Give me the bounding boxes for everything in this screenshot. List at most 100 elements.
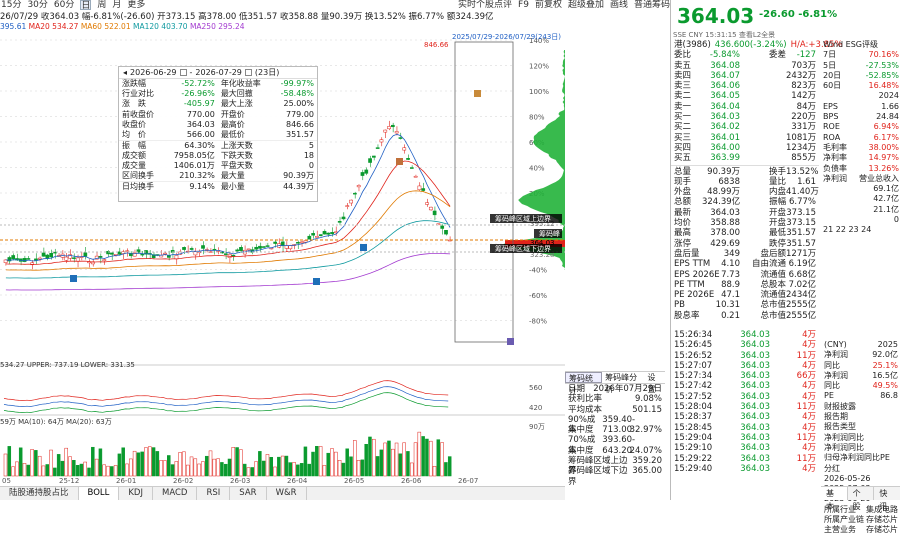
x-tick-label: 26-07	[458, 477, 478, 485]
quote-row: 卖五 364.08 703万	[671, 61, 819, 71]
indicator-tab-0[interactable]: 陆股通持股占比	[0, 487, 79, 500]
period-2[interactable]: 60分	[53, 0, 75, 10]
chip-label: 筹码峰区域上边界	[495, 214, 551, 223]
chip-tab-2[interactable]: 设置	[647, 373, 656, 394]
candle-body	[284, 245, 289, 249]
period-4[interactable]: 周	[97, 0, 107, 10]
right-tab-2[interactable]: 快讯	[874, 487, 900, 511]
toolbar-link-5[interactable]: 普通筹码	[633, 0, 670, 10]
volume-bar	[227, 458, 232, 477]
quote-cell: 流通值	[760, 269, 786, 280]
signal-marker	[507, 338, 514, 345]
quote-cell: 10.31	[715, 300, 740, 311]
indicator-tab-5[interactable]: SAR	[230, 487, 267, 500]
toolbar-link-0[interactable]: 实时个股点评	[458, 0, 513, 10]
hk-ref: 港(3986) 436.600(-3.24%) H/A:+3.85%	[671, 40, 843, 50]
candle-body	[68, 254, 72, 259]
side-key: 净利率	[823, 153, 847, 163]
side2-key: (CNY)	[824, 340, 847, 349]
ma20-line	[5, 160, 451, 265]
chip-val: 365.00	[632, 466, 662, 477]
stat-cell: 7958.05亿	[173, 151, 215, 161]
boll-lower	[3, 392, 449, 413]
chip-row: 70%成本 393.60-643.20	[565, 435, 665, 456]
side-row: 2024	[821, 91, 900, 101]
chip-tab-0[interactable]: 筹码统计	[565, 372, 603, 395]
volume-bar	[167, 455, 171, 477]
stat-cell: 351.57	[271, 129, 317, 141]
side-row: 0	[821, 215, 900, 225]
right-tab-1[interactable]: 个股	[848, 487, 875, 511]
side-row: BPS 24.84	[821, 112, 900, 122]
quote-cell: 364.07	[710, 70, 740, 81]
quote-cell: 349	[723, 248, 740, 259]
stat-cell: 年化收益率	[220, 79, 261, 89]
period-5[interactable]: 月	[112, 0, 122, 10]
period-3[interactable]: 日	[80, 0, 92, 10]
y-tick-label: 100%	[529, 88, 549, 96]
trade-time: 15:27:34	[674, 371, 713, 382]
side-key: 净利润	[823, 173, 847, 183]
volume-bar	[132, 450, 137, 477]
date-to[interactable]: 2026-07-29	[195, 68, 242, 77]
period-0[interactable]: 15分	[1, 0, 22, 10]
stat-cell: -26.96%	[181, 89, 215, 99]
chip-label: 筹码峰	[539, 229, 560, 238]
candle-body	[94, 255, 99, 260]
trade-price: 364.03	[740, 330, 770, 340]
stat-cell: 最小量	[220, 182, 245, 192]
hk-ref-item: H/A:+3.85%	[790, 40, 843, 50]
right-tab-0[interactable]: 基本	[821, 487, 848, 511]
quote-cell: 823万	[791, 81, 816, 92]
candle-body	[402, 147, 407, 151]
volume-bar	[246, 467, 251, 477]
ma60-value: 522.01	[104, 22, 131, 31]
indicator-tab-4[interactable]: RSI	[197, 487, 231, 500]
volume-bar	[356, 460, 361, 477]
candle-body	[413, 175, 418, 178]
kline-chart[interactable]: 140%120%100%80%60%40%20%0%-20%-40%-60%-8…	[0, 30, 565, 485]
indicator-tab-1[interactable]: BOLL	[78, 487, 120, 500]
trade-row: 15:26:52 364.03 11万	[671, 351, 819, 361]
quote-cell: 6.77%	[788, 197, 816, 208]
volume-bar	[242, 463, 247, 477]
quote-cell: 7.73	[721, 269, 740, 280]
trade-row: 15:28:45 364.03 4万	[671, 423, 819, 433]
toolbar-link-3[interactable]: 超级叠加	[567, 0, 604, 10]
volume-bar	[91, 446, 95, 477]
quote-cell: 351.57	[786, 238, 816, 249]
side2-row: 同比 49.5%	[821, 381, 900, 391]
quote-cell: 开盘	[768, 218, 786, 229]
quote-cell: 2432万	[786, 70, 817, 81]
volume-bar	[87, 467, 91, 477]
signal-marker	[360, 244, 367, 251]
toolbar-link-1[interactable]: F9	[518, 0, 529, 10]
quote-cell: 429.69	[710, 238, 740, 249]
volume-bar	[197, 463, 201, 477]
side-row: 负债率 13.26%	[821, 164, 900, 174]
candle-body	[49, 253, 54, 258]
toolbar-link-2[interactable]: 前复权	[534, 0, 562, 10]
chip-key: 筹码峰区域下边界	[568, 466, 628, 487]
toolbar-link-4[interactable]: 画线	[609, 0, 628, 10]
stat-cell: 25.00%	[283, 99, 314, 109]
price-label: 395.12	[530, 220, 555, 228]
side2-row: 归母净利润同比PE	[821, 453, 900, 463]
stat-cell: 5	[308, 140, 314, 150]
indicator-tab-6[interactable]: W&R	[267, 487, 307, 500]
indicator-tab-3[interactable]: MACD	[153, 487, 198, 500]
quote-cell: 2434亿	[786, 290, 817, 301]
volume-bar	[364, 444, 368, 477]
side2-row: PE 86.8	[821, 391, 900, 401]
side2-val	[848, 412, 898, 422]
indicator-tab-2[interactable]: KDJ	[119, 487, 153, 500]
period-1[interactable]: 30分	[27, 0, 48, 10]
volume-bar	[155, 451, 160, 477]
chip-tab-1[interactable]: 筹码峰分析	[605, 373, 638, 394]
quote-cell: 364.02	[710, 122, 740, 133]
candle-body	[140, 253, 145, 256]
period-6[interactable]: 更多	[127, 0, 146, 10]
date-from[interactable]: 2026-06-29	[130, 68, 177, 77]
chip-val: 393.60-643.20	[602, 435, 636, 456]
quote-row: 外盘 48.99万 内盘 41.40万	[671, 187, 819, 197]
